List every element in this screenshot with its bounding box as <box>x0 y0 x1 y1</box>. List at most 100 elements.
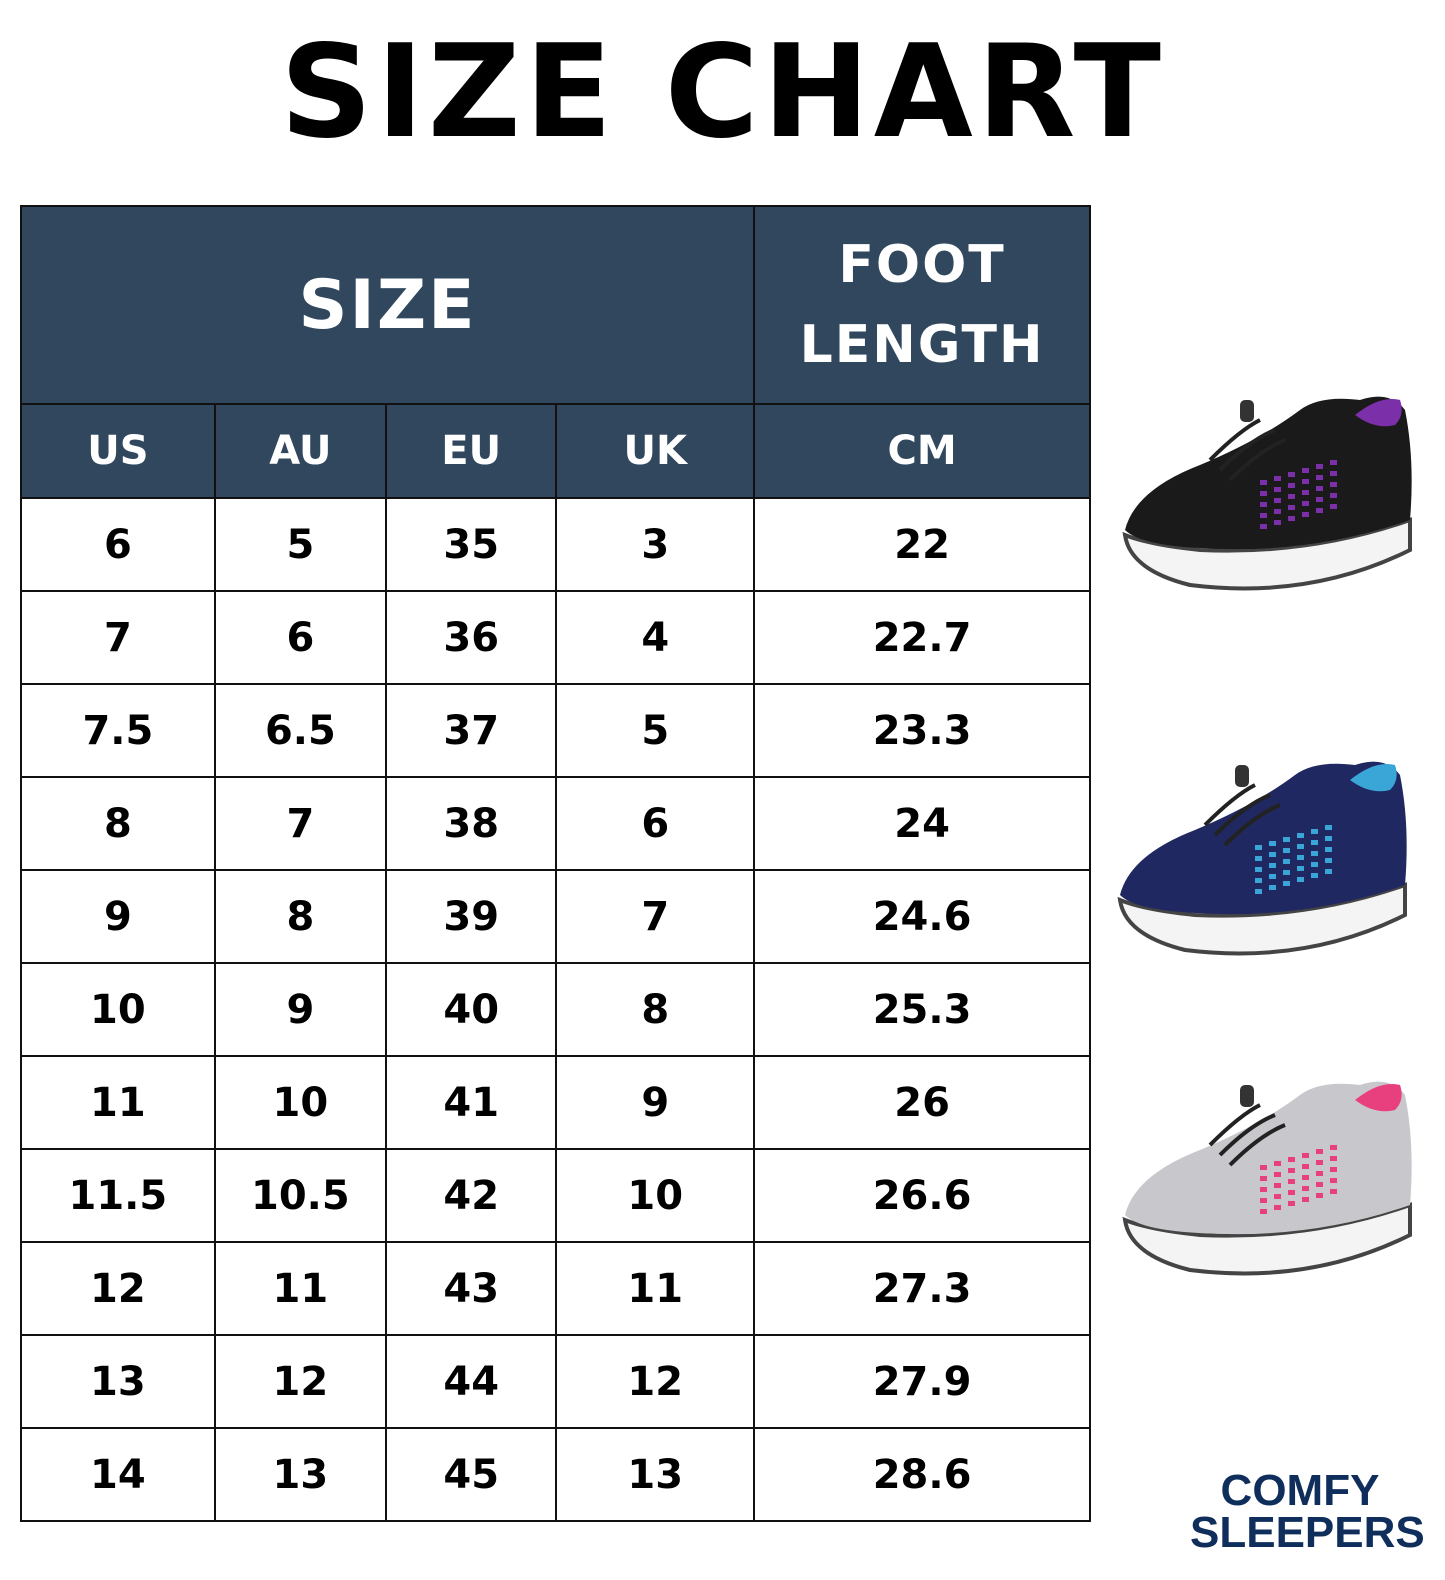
cell-eu: 38 <box>385 776 558 871</box>
table-row: 14 13 45 13 28.6 <box>20 1427 1091 1522</box>
shoe-collar-accent <box>1355 1084 1402 1112</box>
knit-dot <box>1330 493 1337 498</box>
cell-au: 10 <box>213 1055 388 1150</box>
knit-dot <box>1255 845 1262 850</box>
knit-dot <box>1288 1179 1295 1184</box>
knit-dot <box>1316 1171 1323 1176</box>
cell-uk: 10 <box>555 1148 756 1243</box>
size-group-header: SIZE <box>19 205 756 405</box>
foot-length-group-header: FOOT LENGTH <box>753 205 1091 405</box>
cell-au: 9 <box>213 962 388 1057</box>
knit-dot <box>1330 1189 1337 1194</box>
foot-length-line1: FOOT <box>838 235 1006 295</box>
cell-eu: 42 <box>385 1148 558 1243</box>
cell-eu: 43 <box>385 1241 558 1336</box>
knit-dot <box>1330 1167 1337 1172</box>
knit-dot <box>1260 513 1267 518</box>
knit-dot <box>1325 836 1332 841</box>
knit-dot <box>1316 1160 1323 1165</box>
knit-dot <box>1288 494 1295 499</box>
shoe-laces <box>1208 1103 1286 1167</box>
knit-dot <box>1255 867 1262 872</box>
cell-eu: 37 <box>385 683 558 778</box>
knit-dot <box>1330 460 1337 465</box>
knit-dot <box>1274 476 1281 481</box>
knit-dot <box>1269 863 1276 868</box>
knit-dot <box>1274 1172 1281 1177</box>
cell-uk: 9 <box>555 1055 756 1150</box>
knit-dot <box>1302 479 1309 484</box>
knit-dot <box>1316 1149 1323 1154</box>
knit-dot <box>1316 1182 1323 1187</box>
shoe-sole <box>1122 1202 1412 1276</box>
knit-dot <box>1274 487 1281 492</box>
knit-dot <box>1330 482 1337 487</box>
cell-au: 5 <box>213 497 388 592</box>
knit-dot <box>1269 885 1276 890</box>
navy-blue-shoe-image <box>1117 761 1407 956</box>
table-row: 7 6 36 4 22.7 <box>20 590 1091 685</box>
knit-dot <box>1302 512 1309 517</box>
shoe-sole <box>1122 517 1412 591</box>
cell-us: 11 <box>20 1055 216 1150</box>
knit-dot <box>1260 1187 1267 1192</box>
knit-dot <box>1302 1153 1309 1158</box>
knit-dot <box>1260 491 1267 496</box>
knit-dot <box>1283 859 1290 864</box>
table-row: 7.5 6.5 37 5 23.3 <box>20 683 1091 778</box>
table-row: 11.5 10.5 42 10 26.6 <box>20 1148 1091 1243</box>
table-row: 12 11 43 11 27.3 <box>20 1241 1091 1336</box>
knit-dot <box>1260 1165 1267 1170</box>
grey-pink-shoe-image <box>1122 1081 1412 1276</box>
knit-dot <box>1288 1168 1295 1173</box>
knit-dot <box>1311 851 1318 856</box>
cell-cm: 22.7 <box>753 590 1091 685</box>
knit-dot <box>1288 1190 1295 1195</box>
cell-cm: 24 <box>753 776 1091 871</box>
knit-dot <box>1311 829 1318 834</box>
shoe-upper <box>1120 761 1407 915</box>
knit-dot <box>1269 852 1276 857</box>
black-purple-shoe-image <box>1122 396 1412 591</box>
cell-au: 8 <box>213 869 388 964</box>
knit-dot <box>1325 858 1332 863</box>
cell-uk: 4 <box>555 590 756 685</box>
table-row: 10 9 40 8 25.3 <box>20 962 1091 1057</box>
cell-uk: 8 <box>555 962 756 1057</box>
knit-dot <box>1274 509 1281 514</box>
cell-cm: 28.6 <box>753 1427 1091 1522</box>
table-row: 13 12 44 12 27.9 <box>20 1334 1091 1429</box>
table-row: 6 5 35 3 22 <box>20 497 1091 592</box>
knit-dot <box>1283 870 1290 875</box>
cell-us: 8 <box>20 776 216 871</box>
knit-dot <box>1330 1178 1337 1183</box>
knit-dot <box>1288 516 1295 521</box>
knit-dot <box>1269 841 1276 846</box>
cell-cm: 24.6 <box>753 869 1091 964</box>
cell-au: 12 <box>213 1334 388 1429</box>
cell-eu: 35 <box>385 497 558 592</box>
cell-us: 7 <box>20 590 216 685</box>
knit-dot <box>1302 1186 1309 1191</box>
cell-au: 13 <box>213 1427 388 1522</box>
shoe-upper <box>1125 1081 1412 1235</box>
cell-uk: 6 <box>555 776 756 871</box>
size-chart-table: SIZE FOOT LENGTH US AU EU UK CM 6 5 35 3 22 7 6 36 4… <box>19 205 1091 1522</box>
knit-dot <box>1274 1161 1281 1166</box>
knit-dot <box>1316 1193 1323 1198</box>
cell-uk: 5 <box>555 683 756 778</box>
cell-us: 6 <box>20 497 216 592</box>
knit-dot <box>1283 837 1290 842</box>
column-header-cm: CM <box>753 403 1091 499</box>
knit-dot <box>1316 475 1323 480</box>
cell-cm: 25.3 <box>753 962 1091 1057</box>
cell-cm: 26 <box>753 1055 1091 1150</box>
knit-dot <box>1288 505 1295 510</box>
knit-dot <box>1297 833 1304 838</box>
knit-dot <box>1274 1194 1281 1199</box>
knit-dot <box>1330 504 1337 509</box>
cell-eu: 45 <box>385 1427 558 1522</box>
cell-uk: 13 <box>555 1427 756 1522</box>
knit-dot <box>1325 847 1332 852</box>
knit-dot <box>1325 825 1332 830</box>
